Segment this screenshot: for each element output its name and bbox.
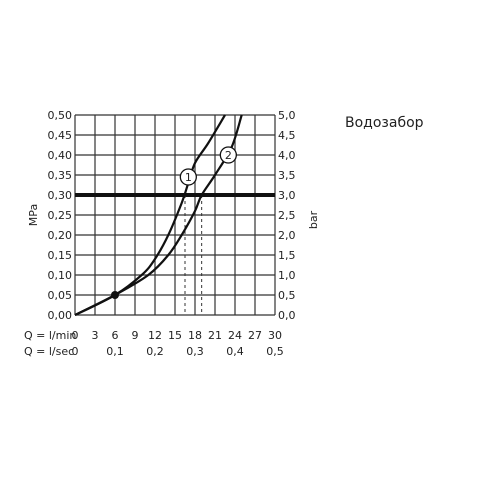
y-tick-right: 4,5 bbox=[278, 129, 296, 142]
x-tick-lsec: 0 bbox=[72, 345, 79, 358]
chart-caption: Водозабор bbox=[345, 115, 424, 131]
y-axis-right-title: bar bbox=[307, 210, 320, 229]
series-marker-label-2: 2 bbox=[225, 149, 232, 162]
x-tick-lsec: 0,3 bbox=[186, 345, 204, 358]
reference-lines bbox=[75, 193, 275, 315]
tick-labels: 0,000,050,100,150,200,250,300,350,400,45… bbox=[48, 109, 296, 358]
y-tick-left: 0,30 bbox=[48, 189, 73, 202]
y-tick-left: 0,35 bbox=[48, 169, 73, 182]
x-axis-row2-title: Q = l/sec bbox=[24, 345, 74, 358]
y-tick-left: 0,15 bbox=[48, 249, 73, 262]
y-tick-left: 0,20 bbox=[48, 229, 73, 242]
y-tick-right: 5,0 bbox=[278, 109, 296, 122]
y-tick-left: 0,00 bbox=[48, 309, 73, 322]
y-tick-right: 4,0 bbox=[278, 149, 296, 162]
x-tick-lmin: 9 bbox=[132, 329, 139, 342]
x-tick-lmin: 12 bbox=[148, 329, 162, 342]
y-tick-left: 0,50 bbox=[48, 109, 73, 122]
y-tick-left: 0,45 bbox=[48, 129, 73, 142]
y-tick-right: 2,0 bbox=[278, 229, 296, 242]
y-axis-left-title: MPa bbox=[27, 204, 40, 226]
x-tick-lmin: 27 bbox=[248, 329, 262, 342]
series-marker-2 bbox=[219, 146, 237, 164]
x-tick-lmin: 30 bbox=[268, 329, 282, 342]
y-tick-right: 0,5 bbox=[278, 289, 296, 302]
x-tick-lmin: 24 bbox=[228, 329, 242, 342]
series-marker-1 bbox=[179, 168, 197, 186]
x-tick-lsec: 0,2 bbox=[146, 345, 164, 358]
y-tick-left: 0,05 bbox=[48, 289, 73, 302]
operating-point bbox=[111, 291, 119, 299]
series-group: 12 bbox=[74, 114, 243, 316]
series-line-1 bbox=[74, 114, 226, 316]
y-tick-right: 3,0 bbox=[278, 189, 296, 202]
x-axis-row1-title: Q = l/min bbox=[24, 329, 76, 342]
series-marker-label-1: 1 bbox=[185, 171, 192, 184]
x-tick-lsec: 0,5 bbox=[266, 345, 284, 358]
x-tick-lsec: 0,4 bbox=[226, 345, 244, 358]
y-tick-right: 2,5 bbox=[278, 209, 296, 222]
x-tick-lmin: 18 bbox=[188, 329, 202, 342]
y-tick-right: 0,0 bbox=[278, 309, 296, 322]
y-tick-right: 1,5 bbox=[278, 249, 296, 262]
y-tick-left: 0,10 bbox=[48, 269, 73, 282]
y-tick-left: 0,25 bbox=[48, 209, 73, 222]
grid bbox=[74, 114, 276, 316]
y-tick-left: 0,40 bbox=[48, 149, 73, 162]
y-tick-right: 1,0 bbox=[278, 269, 296, 282]
x-tick-lmin: 15 bbox=[168, 329, 182, 342]
y-tick-right: 3,5 bbox=[278, 169, 296, 182]
x-tick-lmin: 21 bbox=[208, 329, 222, 342]
x-tick-lsec: 0,1 bbox=[106, 345, 124, 358]
x-tick-lmin: 3 bbox=[92, 329, 99, 342]
x-tick-lmin: 0 bbox=[72, 329, 79, 342]
x-tick-lmin: 6 bbox=[112, 329, 119, 342]
